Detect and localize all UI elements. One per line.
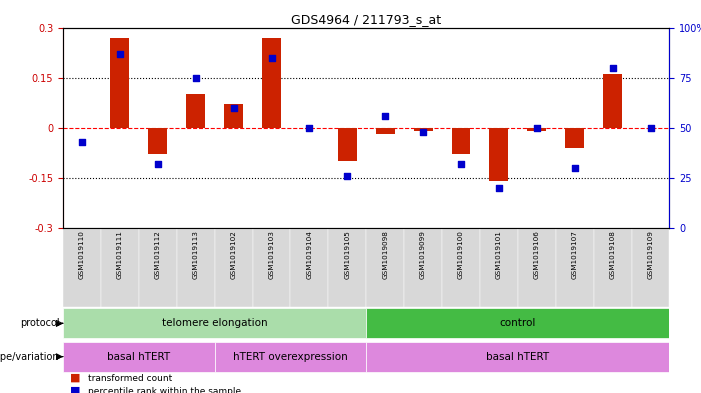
Point xyxy=(569,165,580,171)
Text: GSM1019111: GSM1019111 xyxy=(117,230,123,279)
Bar xyxy=(414,128,433,131)
Bar xyxy=(527,128,546,131)
Bar xyxy=(518,228,556,307)
Text: basal hTERT: basal hTERT xyxy=(486,352,550,362)
Point xyxy=(190,75,201,81)
Bar xyxy=(252,228,290,307)
Bar xyxy=(480,228,518,307)
Bar xyxy=(215,228,252,307)
Bar xyxy=(366,228,404,307)
Point xyxy=(494,185,505,191)
Bar xyxy=(338,128,357,161)
Text: GSM1019103: GSM1019103 xyxy=(268,230,275,279)
Point xyxy=(341,173,353,179)
Point xyxy=(304,125,315,131)
Bar xyxy=(63,308,366,338)
Bar xyxy=(149,128,168,154)
Text: GSM1019102: GSM1019102 xyxy=(231,230,237,279)
Text: ■: ■ xyxy=(70,373,81,383)
Bar xyxy=(328,228,366,307)
Bar xyxy=(556,228,594,307)
Bar xyxy=(451,128,470,154)
Text: GSM1019099: GSM1019099 xyxy=(420,230,426,279)
Bar xyxy=(366,308,669,338)
Title: GDS4964 / 211793_s_at: GDS4964 / 211793_s_at xyxy=(291,13,442,26)
Bar xyxy=(177,228,215,307)
Point xyxy=(266,55,277,61)
Bar xyxy=(404,228,442,307)
Bar xyxy=(366,342,669,372)
Text: basal hTERT: basal hTERT xyxy=(107,352,170,362)
Bar xyxy=(442,228,480,307)
Text: protocol: protocol xyxy=(20,318,60,328)
Text: GSM1019107: GSM1019107 xyxy=(572,230,578,279)
Point xyxy=(380,112,391,119)
Bar xyxy=(603,74,622,128)
Text: GSM1019100: GSM1019100 xyxy=(458,230,464,279)
Text: GSM1019110: GSM1019110 xyxy=(79,230,85,279)
Text: ▶: ▶ xyxy=(56,319,62,328)
Bar xyxy=(215,342,366,372)
Text: transformed count: transformed count xyxy=(88,374,172,382)
Text: GSM1019109: GSM1019109 xyxy=(648,230,653,279)
Bar xyxy=(376,128,395,134)
Text: hTERT overexpression: hTERT overexpression xyxy=(233,352,348,362)
Bar xyxy=(186,94,205,128)
Bar xyxy=(290,228,328,307)
Bar xyxy=(101,228,139,307)
Bar xyxy=(565,128,584,148)
Text: telomere elongation: telomere elongation xyxy=(162,318,268,328)
Text: GSM1019113: GSM1019113 xyxy=(193,230,198,279)
Text: GSM1019104: GSM1019104 xyxy=(306,230,313,279)
Text: percentile rank within the sample: percentile rank within the sample xyxy=(88,387,240,393)
Text: genotype/variation: genotype/variation xyxy=(0,352,60,362)
Point xyxy=(114,50,125,57)
Point xyxy=(152,161,163,167)
Point xyxy=(418,129,429,135)
Bar xyxy=(63,228,101,307)
Text: GSM1019101: GSM1019101 xyxy=(496,230,502,279)
Point xyxy=(607,64,618,71)
Bar xyxy=(489,128,508,181)
Text: control: control xyxy=(500,318,536,328)
Bar xyxy=(111,38,130,128)
Text: GSM1019112: GSM1019112 xyxy=(155,230,161,279)
Text: GSM1019108: GSM1019108 xyxy=(610,230,615,279)
Bar xyxy=(262,38,281,128)
Text: ■: ■ xyxy=(70,386,81,393)
Point xyxy=(645,125,656,131)
Text: GSM1019098: GSM1019098 xyxy=(382,230,388,279)
Point xyxy=(228,105,239,111)
Point xyxy=(531,125,543,131)
Bar xyxy=(594,228,632,307)
Bar xyxy=(63,342,215,372)
Bar xyxy=(139,228,177,307)
Text: GSM1019105: GSM1019105 xyxy=(344,230,350,279)
Bar xyxy=(224,104,243,128)
Point xyxy=(76,139,88,145)
Text: ▶: ▶ xyxy=(56,352,62,361)
Bar xyxy=(632,228,669,307)
Text: GSM1019106: GSM1019106 xyxy=(534,230,540,279)
Point xyxy=(456,161,467,167)
